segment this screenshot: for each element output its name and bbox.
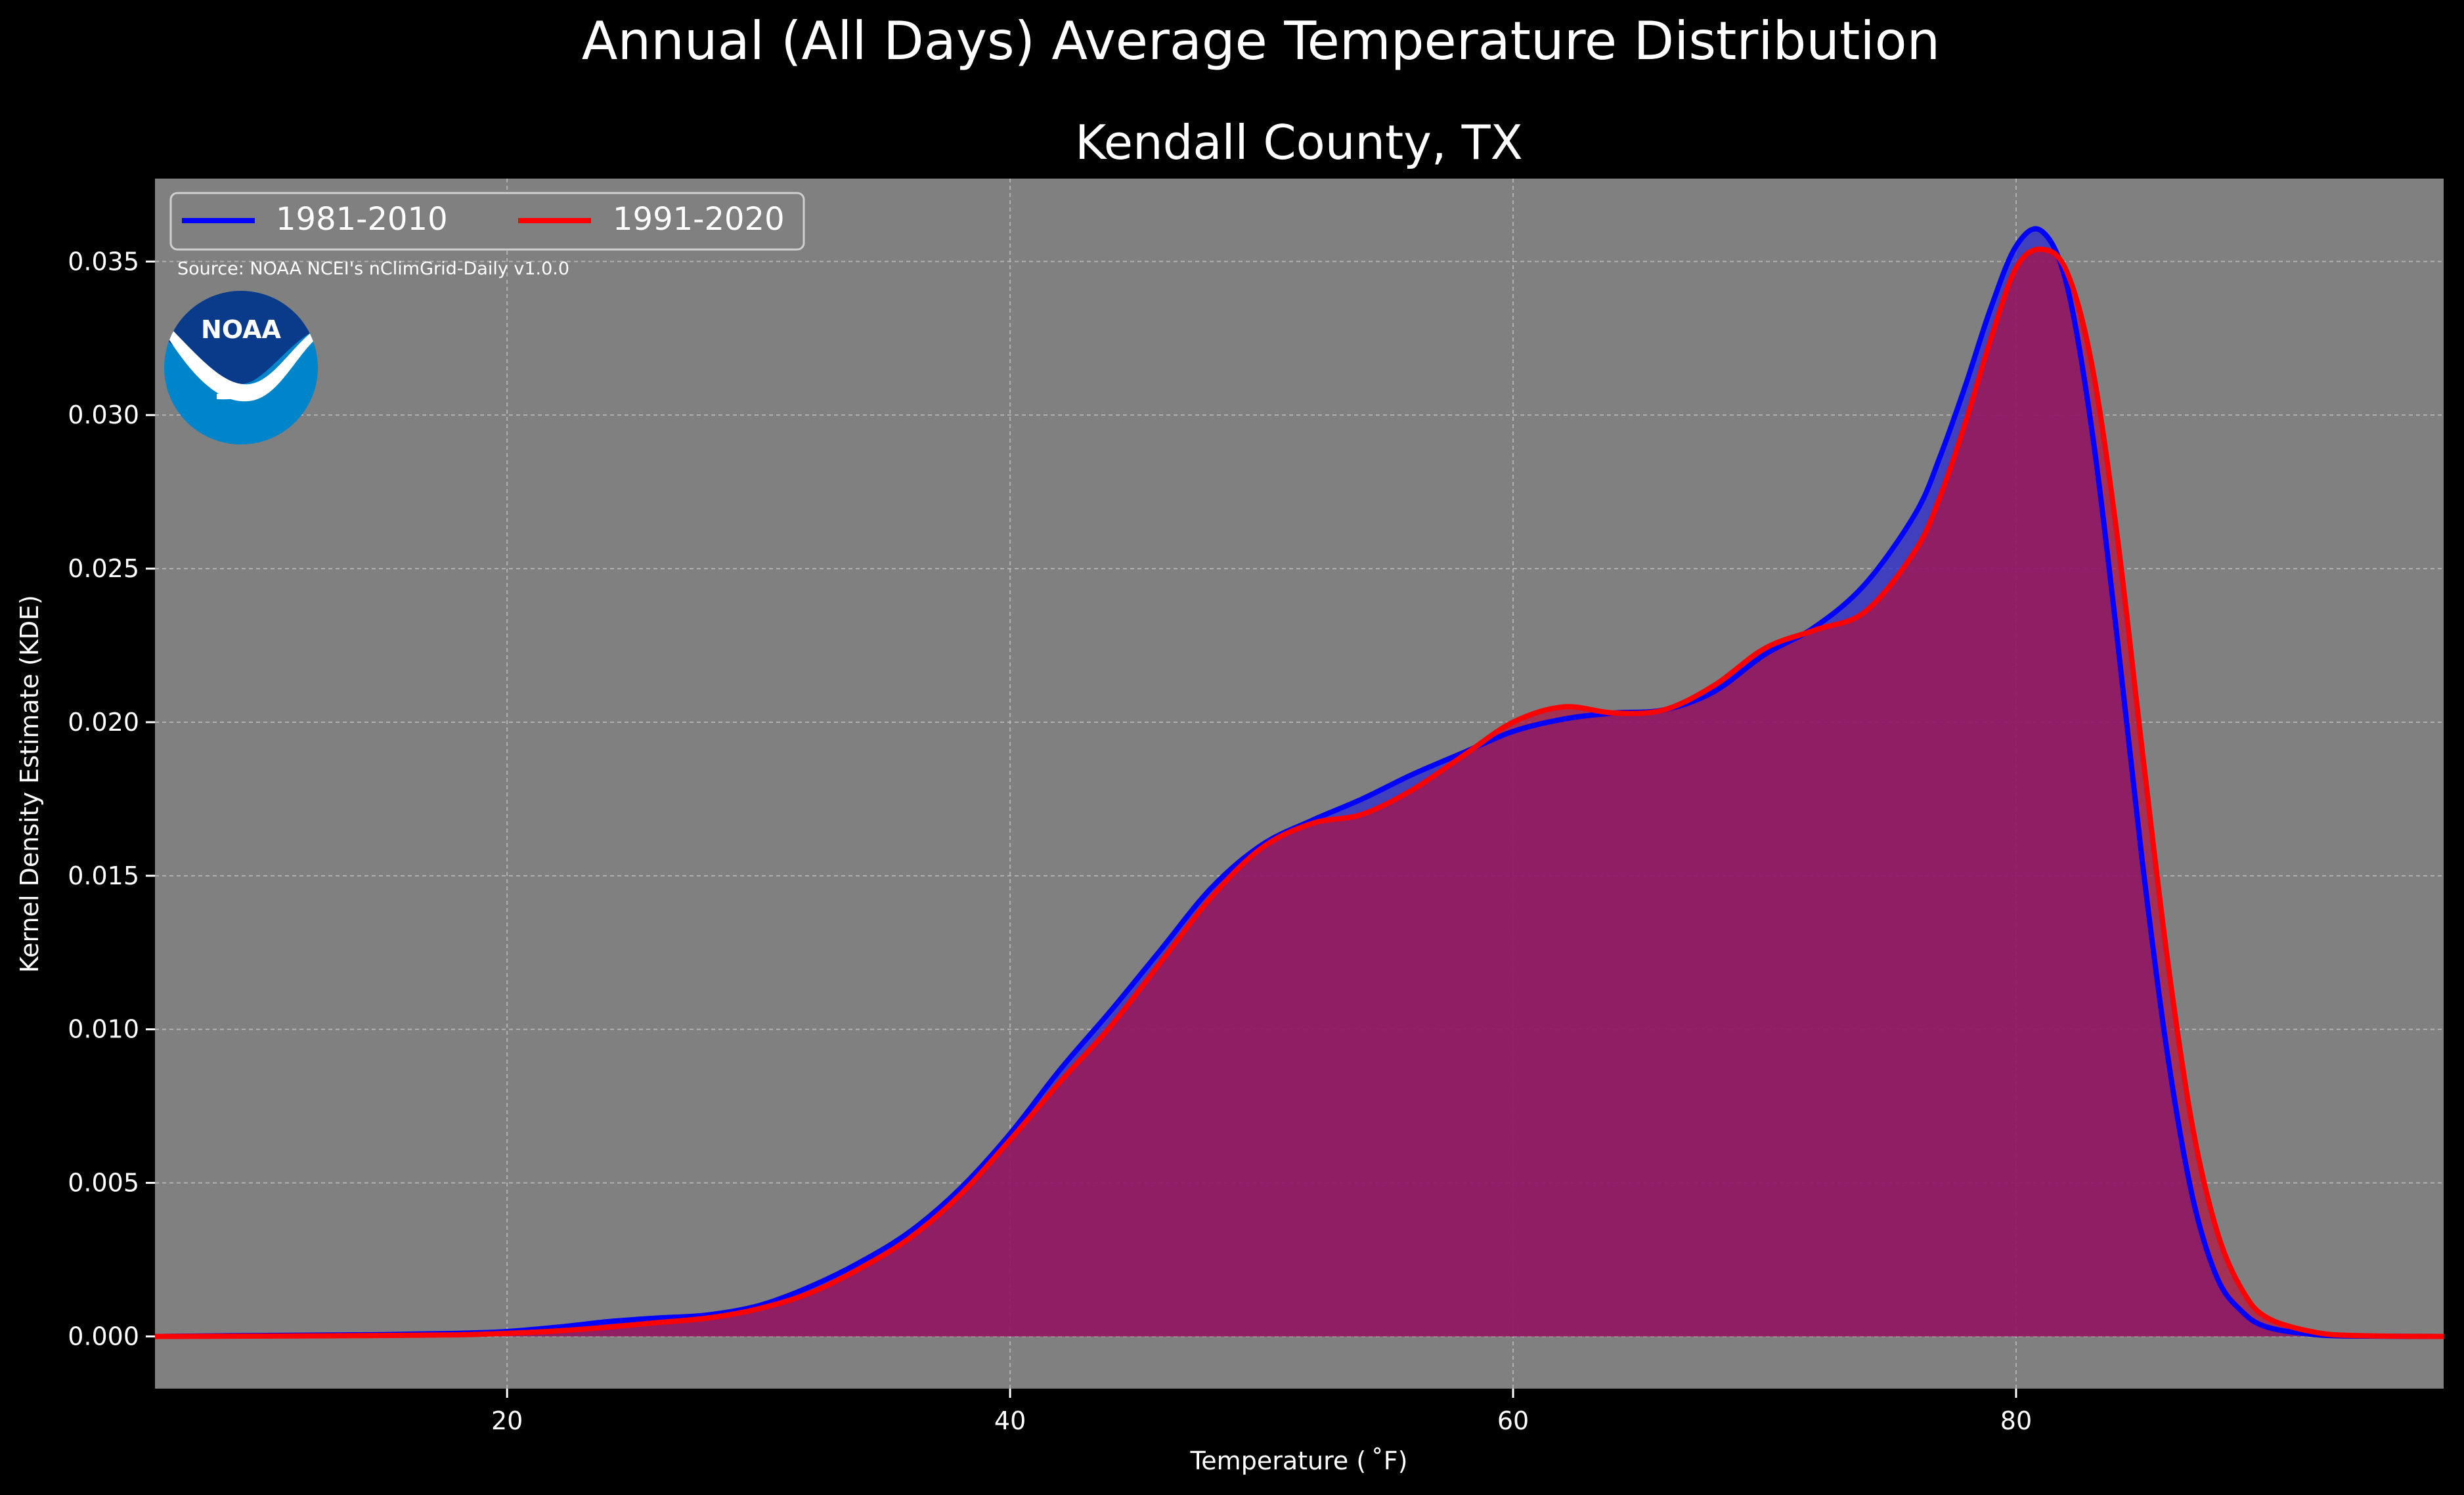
y-tick-label: 0.035 (68, 247, 139, 276)
area-fill-1991-2020 (155, 249, 2444, 1337)
logo-text: NOAA (201, 315, 281, 344)
figure-suptitle: Annual (All Days) Average Temperature Di… (582, 11, 1940, 72)
series-lines (154, 226, 2444, 1339)
x-tick-label: 20 (491, 1406, 523, 1435)
noaa-logo: NOAA (164, 291, 318, 444)
series-line-1981-2010 (154, 226, 2444, 1339)
legend-label-1991-2020: 1991-2020 (613, 201, 785, 238)
y-tick-label: 0.010 (68, 1015, 139, 1044)
legend-box (169, 192, 805, 251)
y-axis: 0.000 0.005 0.010 0.015 0.020 0.025 0.030 0.035 (68, 247, 155, 1351)
x-tick-label: 40 (994, 1406, 1026, 1435)
x-tick-label: 80 (2000, 1406, 2032, 1435)
x-axis: 20 40 60 80 (491, 1389, 2032, 1435)
y-tick-label: 0.020 (68, 708, 139, 737)
x-axis-label: Temperature ( ˚F) (1190, 1446, 1408, 1475)
y-tick-label: 0.025 (68, 554, 139, 583)
source-note: Source: NOAA NCEI's nClimGrid-Daily v1.0… (177, 259, 569, 279)
y-tick-label: 0.000 (68, 1322, 139, 1351)
logo-bird (217, 378, 279, 400)
logo-swoosh (164, 322, 318, 402)
y-tick-label: 0.005 (68, 1169, 139, 1198)
legend: 1981-2010 1991-2020 (169, 192, 805, 251)
y-axis-label: Kernel Density Estimate (KDE) (15, 595, 44, 973)
y-tick-label: 0.030 (68, 401, 139, 429)
series-line-1991-2020 (154, 246, 2444, 1339)
y-tick-label: 0.015 (68, 861, 139, 890)
chart-title: Kendall County, TX (1075, 115, 1523, 170)
x-tick-label: 60 (1497, 1406, 1529, 1435)
legend-label-1981-2010: 1981-2010 (276, 201, 448, 238)
series-fills (155, 228, 2444, 1337)
